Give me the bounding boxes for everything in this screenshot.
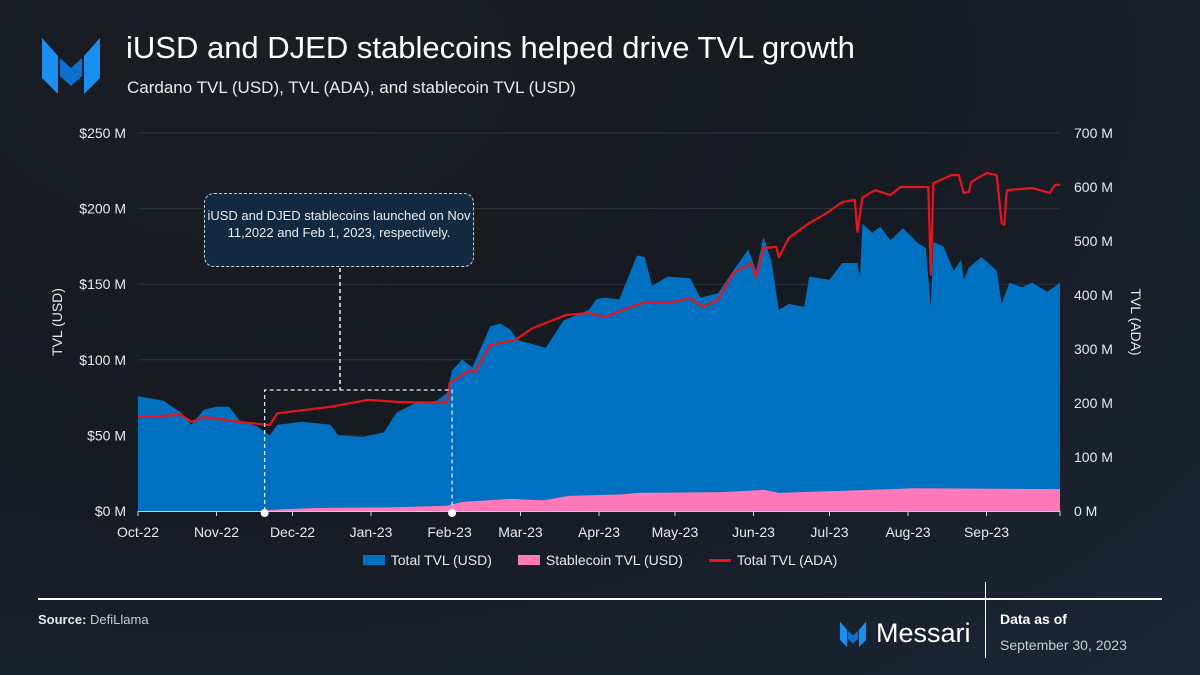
x-tick-label: Jul-23 [810, 524, 848, 540]
chart-area: $0 M $50 M $100 M $150 M $200 M $250 M 0 M 100… [49, 125, 1144, 540]
x-tick-label: Sep-23 [964, 524, 1009, 540]
y-tick-label-right: 0 M [1074, 503, 1097, 519]
messari-logo-icon [40, 34, 102, 101]
y-axis-label-left: TVL (USD) [49, 288, 65, 356]
annotation-callout: iUSD and DJED stablecoins launched on No… [204, 193, 474, 267]
y-tick-label-left: $0 M [95, 503, 126, 519]
y-tick-label-right: 500 M [1074, 233, 1113, 249]
legend-item-total-ada: Total TVL (ADA) [708, 552, 838, 568]
legend-item-total-usd: Total TVL (USD) [362, 552, 492, 568]
y-tick-label-right: 200 M [1074, 395, 1113, 411]
legend-swatch [362, 555, 385, 565]
x-tick-label: Aug-23 [885, 524, 930, 540]
x-tick-label: Oct-22 [117, 524, 159, 540]
y-tick-label-right: 700 M [1074, 125, 1113, 141]
y-tick-label-left: $150 M [79, 276, 126, 292]
brand-name: Messari [876, 618, 971, 648]
x-tick-label: Nov-22 [194, 524, 239, 540]
brand: Messari [838, 618, 971, 649]
y-tick-label-right: 100 M [1074, 449, 1113, 465]
x-tick-label: Feb-23 [427, 524, 472, 540]
x-tick-label: Dec-22 [270, 524, 315, 540]
x-tick-label: Mar-23 [498, 524, 543, 540]
y-tick-label-right: 600 M [1074, 179, 1113, 195]
y-tick-label-left: $100 M [79, 352, 126, 368]
y-tick-label-left: $200 M [79, 201, 126, 217]
y-tick-label-left: $50 M [87, 427, 126, 443]
source-value: DefiLlama [90, 612, 149, 627]
source-label: Source: [38, 612, 87, 627]
source-note: Source: DefiLlama [38, 612, 149, 627]
messari-logo-icon [839, 621, 867, 647]
legend-swatch [708, 558, 731, 562]
y-tick-label-right: 400 M [1074, 287, 1113, 303]
footer-divider [38, 598, 1162, 600]
annotation-marker [448, 509, 457, 517]
x-tick-label: Jun-23 [732, 524, 775, 540]
data-as-of-date: September 30, 2023 [1000, 637, 1127, 653]
series-total-tvl-usd-area [138, 223, 1060, 511]
annotation-marker [260, 509, 269, 517]
x-tick-label: Jan-23 [350, 524, 393, 540]
chart-title: iUSD and DJED stablecoins helped drive T… [126, 30, 855, 65]
x-tick-label: May-23 [652, 524, 699, 540]
chart-subtitle: Cardano TVL (USD), TVL (ADA), and stable… [127, 78, 576, 97]
legend-label: Total TVL (USD) [390, 552, 492, 568]
y-tick-label-left: $250 M [79, 125, 126, 141]
x-tick-label: Apr-23 [578, 524, 620, 540]
y-axis-label-right: TVL (ADA) [1128, 288, 1144, 355]
legend-label: Total TVL (ADA) [736, 552, 838, 568]
series-total-tvl-ada-line [137, 171, 1060, 427]
legend-label: Stablecoin TVL (USD) [545, 552, 683, 568]
y-tick-label-right: 300 M [1074, 341, 1113, 357]
legend: Total TVL (USD) Stablecoin TVL (USD) Tot… [0, 552, 1200, 568]
footer-vertical-divider [985, 582, 986, 658]
legend-swatch [517, 555, 540, 565]
data-as-of-label: Data as of [1000, 611, 1067, 627]
series-stablecoin-tvl-area [259, 488, 1061, 511]
legend-item-stablecoin: Stablecoin TVL (USD) [517, 552, 683, 568]
